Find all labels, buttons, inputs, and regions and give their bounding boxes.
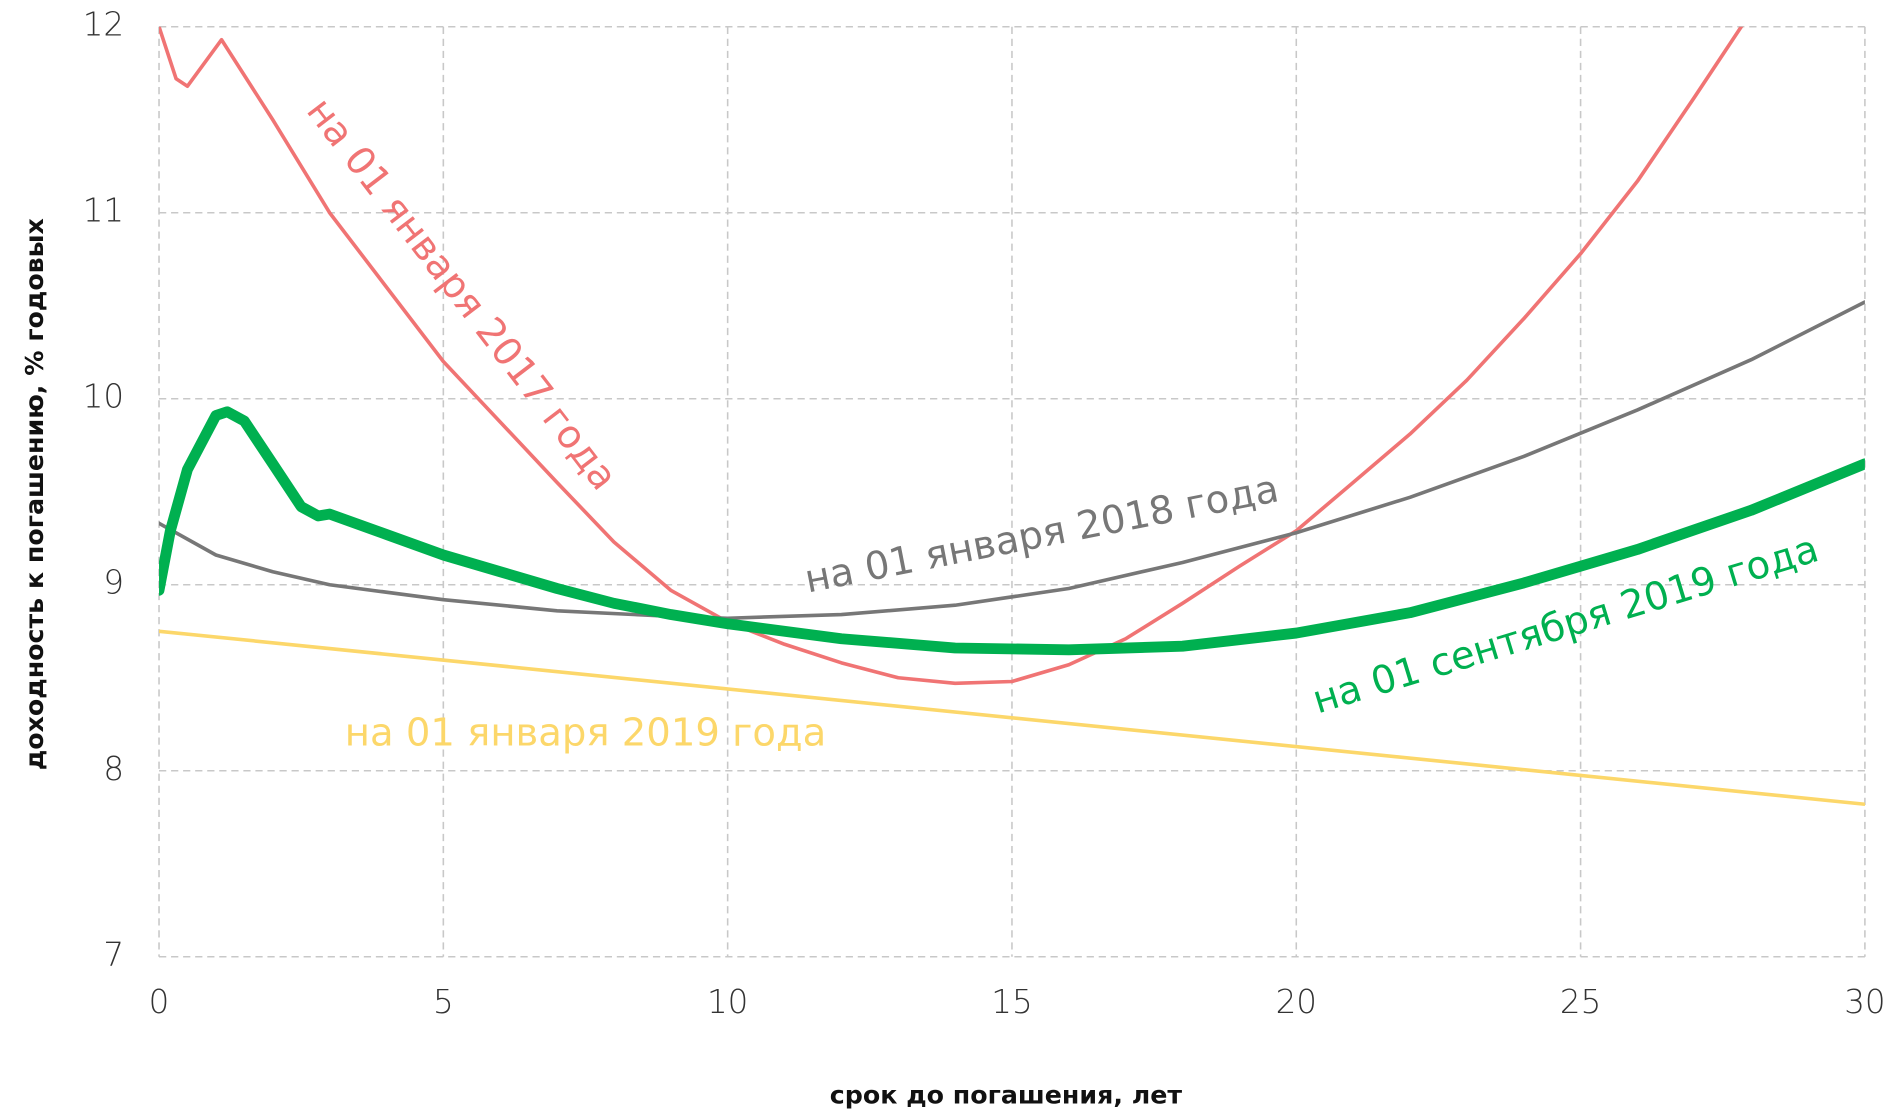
y-axis-title: доходность к погашению, % годовых: [20, 218, 49, 770]
y-tick-label: 12: [83, 6, 124, 44]
y-tick-label: 7: [103, 936, 124, 974]
series-label: на 01 января 2018 года: [801, 466, 1282, 602]
x-tick-label: 25: [1560, 983, 1601, 1021]
x-tick-label: 15: [991, 983, 1032, 1021]
x-tick-label: 0: [149, 983, 170, 1021]
x-axis-title: срок до погашения, лет: [830, 1081, 1183, 1110]
series-line: [159, 26, 1744, 686]
series-label: на 01 января 2019 года: [345, 711, 826, 756]
x-tick-label: 5: [433, 983, 454, 1021]
series-label: на 01 января 2017 года: [297, 89, 626, 498]
y-tick-label: 8: [103, 750, 124, 788]
series-label: на 01 сентября 2019 года: [1307, 526, 1823, 723]
grid: [158, 25, 1866, 958]
lines: [159, 26, 1865, 807]
series-line: [159, 300, 1865, 621]
x-tick-label: 10: [707, 983, 748, 1021]
y-tick-label: 10: [83, 378, 124, 416]
series-line: [159, 406, 1865, 656]
y-tick-label: 9: [103, 564, 124, 602]
y-tick-label: 11: [83, 192, 124, 230]
series-line: [159, 629, 1865, 807]
x-tick-label: 20: [1276, 983, 1317, 1021]
x-tick-label: 30: [1844, 983, 1885, 1021]
